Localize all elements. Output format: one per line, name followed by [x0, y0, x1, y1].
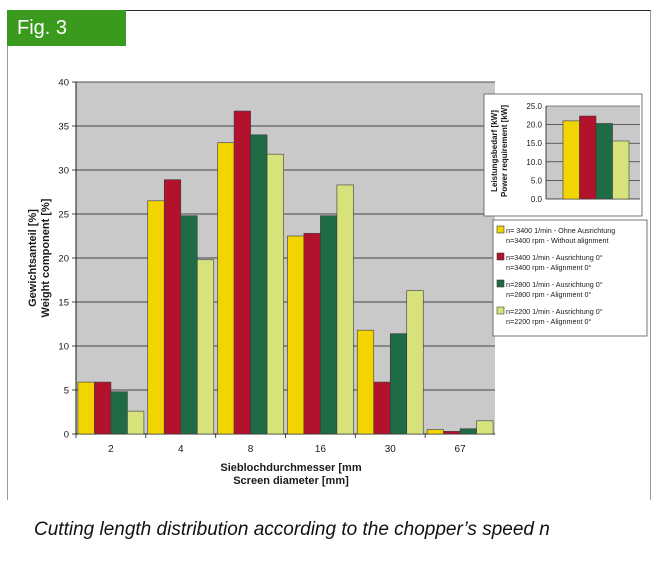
x-tick-label: 4 — [178, 444, 184, 455]
bar — [217, 142, 235, 435]
bar — [180, 215, 198, 435]
bar — [287, 235, 305, 435]
y-tick-label: 35 — [58, 122, 69, 133]
bar — [373, 381, 391, 435]
bar — [163, 179, 182, 435]
bar — [406, 290, 424, 435]
inset-bar — [595, 123, 613, 200]
inset-y-tick-label: 15.0 — [526, 139, 542, 148]
y-tick-label: 15 — [58, 298, 69, 309]
legend-label: n=3400 1/min - Ausrichtung 0° — [506, 253, 603, 262]
x-tick-label: 16 — [315, 444, 327, 455]
legend-label: n= 3400 1/min - Ohne Ausrichtung — [506, 226, 615, 235]
legend-swatch — [496, 252, 505, 261]
legend-label: n=2200 1/min - Ausrichtung 0° — [506, 307, 603, 316]
y-tick-label: 5 — [64, 386, 69, 397]
y-axis-label-line: Weight component [%] — [40, 198, 52, 317]
bar — [77, 381, 95, 435]
bar — [196, 259, 215, 435]
inset-y-tick-label: 5.0 — [531, 176, 543, 185]
bar — [336, 184, 354, 435]
y-tick-label: 40 — [58, 78, 69, 89]
inset-power-chart: 0.0 5.0 10.0 15.0 20.0 25.0 Leistungsbedarf [k… — [483, 93, 643, 217]
y-tick-label: 25 — [58, 210, 69, 221]
bar — [110, 391, 128, 435]
inset-y-tick-label: 0.0 — [531, 195, 543, 204]
inset-bar — [579, 115, 597, 200]
bar — [356, 329, 375, 435]
inset-bar — [612, 140, 630, 200]
bar — [459, 428, 477, 435]
inset-bar — [562, 120, 580, 200]
bar — [127, 410, 145, 435]
y-tick-label: 0 — [64, 430, 69, 441]
bar — [443, 431, 461, 435]
x-axis-label-line: Screen diameter [mm] — [233, 475, 349, 487]
bar — [266, 153, 284, 435]
bar — [426, 429, 444, 435]
y-axis-label-line: Gewichtsanteil [%] — [27, 209, 39, 307]
figure-caption: Cutting length distribution according to… — [34, 519, 550, 540]
legend-label: n=2200 rpm - Alignment 0° — [506, 317, 592, 326]
inset-y-axis-label-line: Leistungsbedarf [kW] — [490, 110, 499, 192]
figure-frame — [7, 10, 651, 500]
x-tick-label: 2 — [108, 444, 114, 455]
inset-y-tick-label: 20.0 — [526, 121, 542, 130]
bar — [320, 215, 338, 435]
legend-label: n=2800 rpm - Alignment 0° — [506, 290, 592, 299]
y-axis-label: Gewichtsanteil [%]Weight component [%] — [27, 198, 52, 317]
x-tick-label: 8 — [248, 444, 254, 455]
bar — [303, 233, 321, 435]
y-tick-label: 30 — [58, 166, 69, 177]
legend-swatch — [496, 279, 505, 288]
bar — [233, 110, 251, 435]
x-axis-label-line: Sieblochdurchmesser [mm — [220, 462, 361, 474]
legend-swatch — [496, 306, 505, 315]
legend-label: n=3400 rpm - Alignment 0° — [506, 263, 592, 272]
inset-y-axis-label-line: Power requirement [kW] — [500, 105, 509, 197]
x-axis-label: Sieblochdurchmesser [mm Screen diameter [… — [220, 462, 361, 487]
legend-label: n=2800 1/min - Ausrichtung 0° — [506, 280, 603, 289]
y-tick-label: 20 — [58, 254, 69, 265]
bar — [147, 200, 165, 435]
legend-label: n=3400 rpm - Without alignment — [506, 236, 608, 245]
bar — [250, 134, 268, 435]
inset-y-axis-label: Leistungsbedarf [kW]Power requirement [k… — [490, 105, 509, 197]
bar — [476, 420, 494, 435]
x-tick-label: 67 — [455, 444, 467, 455]
bar — [389, 333, 408, 435]
inset-y-tick-label: 10.0 — [526, 158, 542, 167]
legend-swatch — [496, 225, 505, 234]
y-tick-label: 10 — [58, 342, 69, 353]
figure-tag: Fig. 3 — [7, 10, 126, 46]
x-tick-label: 30 — [385, 444, 397, 455]
inset-y-tick-label: 25.0 — [526, 102, 542, 111]
bar — [94, 381, 112, 435]
legend-box — [492, 219, 648, 337]
